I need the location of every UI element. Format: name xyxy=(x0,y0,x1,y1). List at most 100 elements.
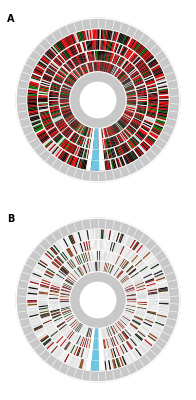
Wedge shape xyxy=(122,343,128,353)
Wedge shape xyxy=(49,65,58,72)
Wedge shape xyxy=(55,335,63,343)
Wedge shape xyxy=(134,315,143,320)
Wedge shape xyxy=(79,254,84,264)
Wedge shape xyxy=(47,326,56,332)
Wedge shape xyxy=(33,271,43,276)
Wedge shape xyxy=(29,114,39,118)
Wedge shape xyxy=(67,61,74,69)
Wedge shape xyxy=(36,265,46,271)
Wedge shape xyxy=(126,300,137,302)
Wedge shape xyxy=(76,232,81,242)
Wedge shape xyxy=(139,144,146,152)
Wedge shape xyxy=(130,54,137,62)
Wedge shape xyxy=(140,127,149,133)
Wedge shape xyxy=(49,291,60,294)
Wedge shape xyxy=(91,360,93,370)
Wedge shape xyxy=(148,96,158,98)
Wedge shape xyxy=(51,262,60,269)
Wedge shape xyxy=(93,360,95,371)
Wedge shape xyxy=(114,335,119,345)
Wedge shape xyxy=(119,356,124,366)
Wedge shape xyxy=(125,87,135,91)
Wedge shape xyxy=(67,76,76,83)
Wedge shape xyxy=(113,147,118,157)
Wedge shape xyxy=(93,40,95,50)
Wedge shape xyxy=(100,128,101,138)
Wedge shape xyxy=(57,336,65,345)
Wedge shape xyxy=(66,130,73,138)
Wedge shape xyxy=(151,128,161,134)
Wedge shape xyxy=(71,344,77,354)
Wedge shape xyxy=(112,124,117,134)
Wedge shape xyxy=(77,124,83,133)
Wedge shape xyxy=(57,122,66,128)
Wedge shape xyxy=(122,155,127,165)
Wedge shape xyxy=(61,239,68,248)
Wedge shape xyxy=(96,328,97,338)
Wedge shape xyxy=(139,66,148,72)
Wedge shape xyxy=(68,235,73,245)
Wedge shape xyxy=(115,358,120,368)
Wedge shape xyxy=(113,54,118,64)
Wedge shape xyxy=(135,283,145,287)
Wedge shape xyxy=(60,106,70,109)
Wedge shape xyxy=(67,142,73,152)
Wedge shape xyxy=(52,261,60,268)
Wedge shape xyxy=(61,152,68,161)
Wedge shape xyxy=(40,334,49,342)
Wedge shape xyxy=(148,294,158,296)
Wedge shape xyxy=(72,156,77,166)
Wedge shape xyxy=(40,83,50,87)
Wedge shape xyxy=(32,274,42,279)
Wedge shape xyxy=(122,143,128,153)
Wedge shape xyxy=(64,281,74,286)
Wedge shape xyxy=(84,326,88,336)
Wedge shape xyxy=(138,264,147,271)
Wedge shape xyxy=(63,83,73,88)
Wedge shape xyxy=(124,284,133,289)
Wedge shape xyxy=(51,131,60,138)
Wedge shape xyxy=(105,138,108,148)
Wedge shape xyxy=(108,41,112,52)
Wedge shape xyxy=(75,123,82,132)
Wedge shape xyxy=(91,328,93,338)
Wedge shape xyxy=(75,357,79,367)
Wedge shape xyxy=(113,267,119,276)
Wedge shape xyxy=(55,75,64,81)
Wedge shape xyxy=(73,334,79,343)
Wedge shape xyxy=(118,273,126,281)
Wedge shape xyxy=(129,323,138,330)
Wedge shape xyxy=(113,268,119,276)
Wedge shape xyxy=(28,308,38,310)
Wedge shape xyxy=(136,309,146,312)
Wedge shape xyxy=(111,325,117,334)
Wedge shape xyxy=(159,100,169,102)
Wedge shape xyxy=(137,303,147,305)
Wedge shape xyxy=(128,139,135,148)
Wedge shape xyxy=(145,282,155,286)
Wedge shape xyxy=(83,326,88,336)
Wedge shape xyxy=(51,112,61,116)
Wedge shape xyxy=(137,302,147,304)
Wedge shape xyxy=(89,338,94,349)
Wedge shape xyxy=(125,342,131,351)
Wedge shape xyxy=(49,328,58,335)
Wedge shape xyxy=(111,159,114,169)
Wedge shape xyxy=(135,148,142,156)
Wedge shape xyxy=(124,49,130,58)
Wedge shape xyxy=(101,339,102,349)
Wedge shape xyxy=(65,79,74,85)
Wedge shape xyxy=(64,82,73,88)
Wedge shape xyxy=(53,117,63,122)
Wedge shape xyxy=(84,264,89,274)
Wedge shape xyxy=(98,150,99,160)
Wedge shape xyxy=(89,262,92,272)
Wedge shape xyxy=(65,114,74,120)
Wedge shape xyxy=(74,134,80,144)
Wedge shape xyxy=(57,71,66,78)
Wedge shape xyxy=(96,339,97,349)
Wedge shape xyxy=(49,296,59,298)
Wedge shape xyxy=(88,52,91,62)
Wedge shape xyxy=(53,44,60,53)
Wedge shape xyxy=(103,262,106,272)
